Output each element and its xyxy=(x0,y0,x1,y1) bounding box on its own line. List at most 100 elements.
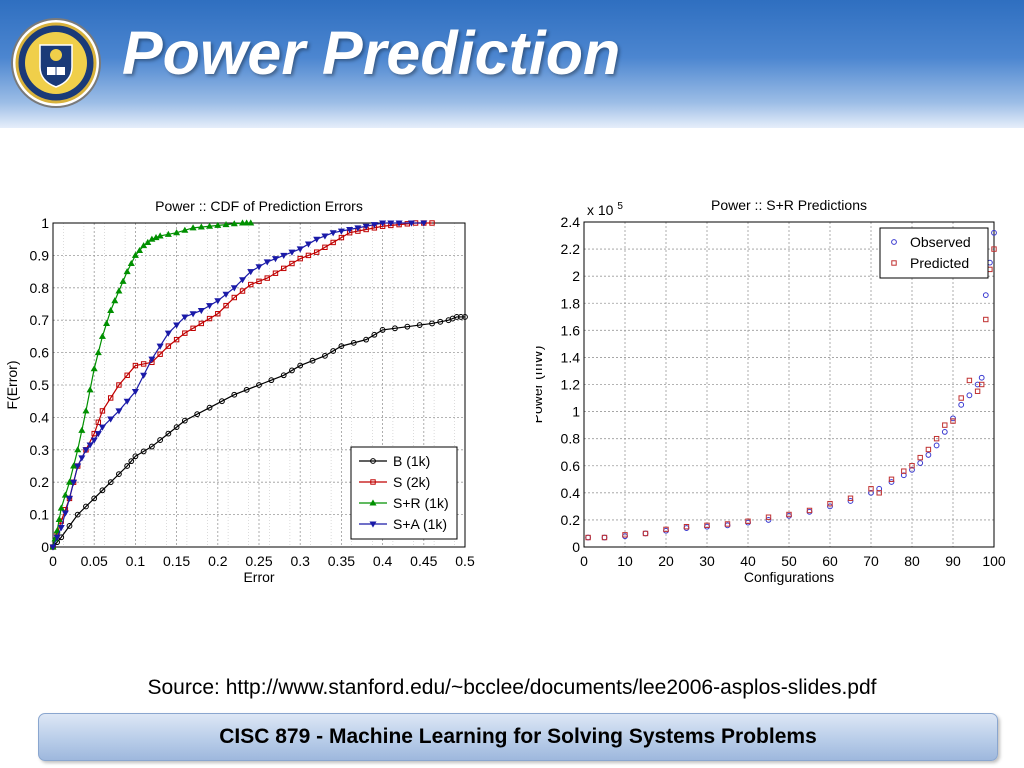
data-point xyxy=(888,476,895,482)
series-line xyxy=(52,316,465,548)
legend-label: S+A (1k) xyxy=(393,516,447,532)
data-point xyxy=(925,452,932,458)
x-tick-label: 0.45 xyxy=(410,553,437,569)
data-point xyxy=(313,249,320,255)
data-point xyxy=(585,534,591,541)
data-point xyxy=(136,246,144,254)
data-point xyxy=(243,219,251,226)
data-point xyxy=(243,386,250,393)
data-point xyxy=(765,517,772,523)
data-point xyxy=(437,318,444,325)
data-point xyxy=(280,372,287,379)
data-point xyxy=(256,382,262,388)
slide-title: Power Prediction xyxy=(122,19,621,87)
data-point xyxy=(124,463,131,469)
data-point xyxy=(387,220,395,227)
data-point xyxy=(362,223,370,230)
data-point xyxy=(53,527,61,534)
data-point xyxy=(371,331,378,338)
data-point xyxy=(57,525,65,532)
data-point xyxy=(230,220,238,227)
data-point xyxy=(337,228,345,235)
data-point xyxy=(214,221,222,228)
plot-frame xyxy=(583,221,995,548)
data-point xyxy=(119,277,127,284)
x-tick-label: 50 xyxy=(781,553,797,569)
y-tick-label: 2.2 xyxy=(561,241,581,257)
course-title: CISC 879 - Machine Learning for Solving … xyxy=(219,725,817,748)
data-point xyxy=(116,471,122,478)
data-point xyxy=(407,220,415,227)
data-point xyxy=(457,314,464,320)
data-point xyxy=(91,495,98,502)
data-point xyxy=(173,424,180,431)
x-tick-label: 10 xyxy=(617,553,633,569)
data-point xyxy=(248,281,254,288)
data-point xyxy=(909,466,915,473)
x-tick-label: 100 xyxy=(982,553,1006,569)
data-point xyxy=(289,367,295,374)
legend: Observed Predicted xyxy=(879,227,989,279)
data-point xyxy=(99,408,106,414)
data-point xyxy=(131,251,139,258)
data-point xyxy=(933,442,940,449)
data-point xyxy=(131,388,139,396)
data-point xyxy=(370,222,378,229)
data-point xyxy=(379,327,386,333)
y-tick-label: 0.7 xyxy=(30,312,50,328)
slide-header: Power Prediction xyxy=(0,0,1024,128)
data-point xyxy=(350,339,357,346)
series-line xyxy=(52,222,433,548)
data-point xyxy=(197,307,205,315)
data-point xyxy=(95,419,102,425)
data-point xyxy=(107,306,115,313)
data-point xyxy=(322,352,328,359)
data-point xyxy=(909,463,915,469)
y-tick-label: 0 xyxy=(41,539,49,555)
data-point xyxy=(157,351,163,357)
legend-label: Predicted xyxy=(910,255,969,271)
data-point xyxy=(268,377,275,384)
data-point xyxy=(103,319,111,326)
data-point xyxy=(94,431,102,438)
data-point xyxy=(330,239,336,246)
data-point xyxy=(140,448,147,455)
data-point xyxy=(304,241,312,248)
data-point xyxy=(107,416,115,423)
data-point xyxy=(917,454,923,461)
data-point xyxy=(827,500,833,507)
x-tick-label: 60 xyxy=(822,553,838,569)
x-tick-label: 20 xyxy=(658,553,674,569)
x-tick-label: 0 xyxy=(580,553,588,569)
y-tick-label: 2.4 xyxy=(561,214,581,230)
data-point xyxy=(223,302,229,309)
data-point xyxy=(847,495,854,501)
data-point xyxy=(90,365,98,372)
data-point xyxy=(61,510,69,517)
data-point xyxy=(78,455,86,462)
data-point xyxy=(338,234,345,241)
data-point xyxy=(173,336,180,343)
sr-predictions-chart: 0 10 20 30 40 50 60 70 80 90 100 0 0.2 0.4 0.6 0.8 1 1.2 1… xyxy=(536,197,1006,585)
x-tick-label: 0.35 xyxy=(328,553,355,569)
data-point xyxy=(683,523,690,530)
legend-box xyxy=(879,227,989,279)
data-point xyxy=(901,468,907,474)
data-point xyxy=(416,322,423,328)
data-point xyxy=(165,343,172,349)
legend-label: S (2k) xyxy=(393,474,430,490)
source-citation: Source: http://www.stanford.edu/~bcclee/… xyxy=(147,676,877,699)
data-point xyxy=(74,511,81,518)
data-point xyxy=(958,401,965,408)
cdf-chart: 0 0.05 0.1 0.15 0.2 0.25 0.3 0.35 0.4 0.45 0.5 0 0.1… xyxy=(4,198,475,585)
data-point xyxy=(65,478,73,485)
data-point xyxy=(420,220,428,227)
x-tick-label: 0.2 xyxy=(208,553,228,569)
data-point xyxy=(198,320,205,327)
x-tick-label: 0.25 xyxy=(245,553,272,569)
y-tick-label: 0.5 xyxy=(30,377,50,393)
data-point xyxy=(296,246,304,253)
plot-frame xyxy=(52,222,466,548)
data-point xyxy=(322,244,328,250)
data-point xyxy=(98,424,106,431)
